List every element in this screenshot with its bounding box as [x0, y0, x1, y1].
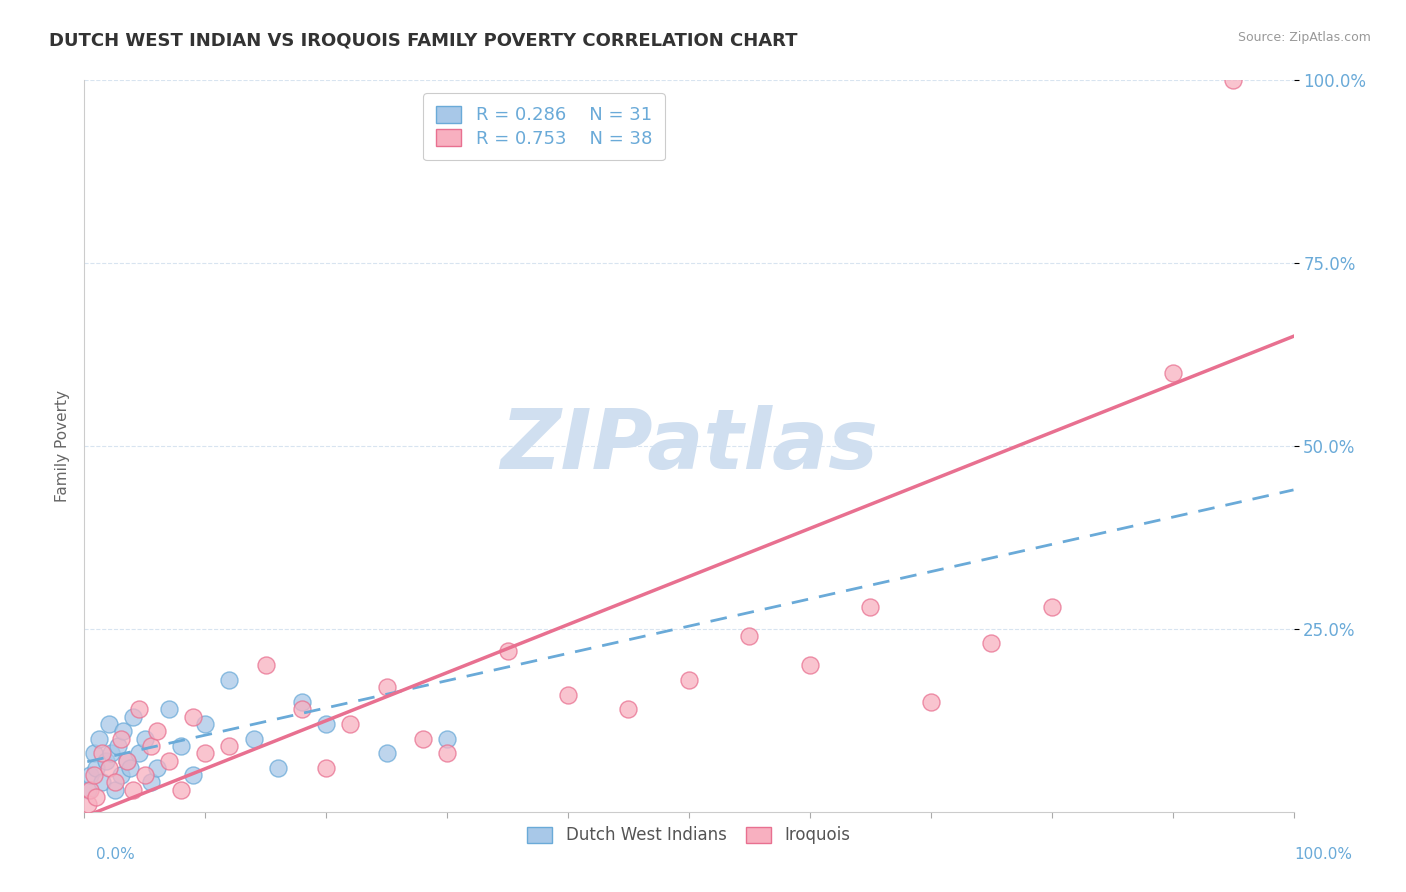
Point: [79, 768, 101, 782]
Point: [254, 658, 277, 673]
Point: [110, 731, 132, 746]
Point: [115, 754, 138, 768]
Point: [242, 731, 264, 746]
Point: [496, 644, 519, 658]
Point: [738, 629, 761, 643]
Y-axis label: Family Poverty: Family Poverty: [55, 390, 70, 502]
Text: Source: ZipAtlas.com: Source: ZipAtlas.com: [1237, 31, 1371, 45]
Point: [120, 761, 142, 775]
Point: [115, 754, 138, 768]
Point: [291, 695, 314, 709]
Point: [678, 673, 700, 687]
Point: [436, 731, 458, 746]
Point: [375, 746, 398, 760]
Point: [91, 746, 114, 760]
Point: [128, 746, 150, 760]
Point: [291, 702, 314, 716]
Point: [157, 702, 180, 716]
Point: [139, 775, 162, 789]
Point: [1040, 599, 1063, 614]
Point: [146, 724, 169, 739]
Point: [557, 688, 579, 702]
Point: [315, 761, 337, 775]
Point: [315, 717, 337, 731]
Point: [1222, 73, 1244, 87]
Point: [104, 782, 127, 797]
Point: [77, 782, 100, 797]
Point: [83, 746, 105, 760]
Point: [157, 754, 180, 768]
Point: [121, 782, 143, 797]
Point: [94, 754, 117, 768]
Point: [97, 761, 120, 775]
Point: [139, 739, 162, 753]
Point: [110, 768, 132, 782]
Point: [134, 731, 156, 746]
Point: [218, 739, 240, 753]
Point: [181, 709, 204, 723]
Point: [375, 681, 398, 695]
Point: [170, 739, 193, 753]
Point: [799, 658, 821, 673]
Text: 100.0%: 100.0%: [1295, 847, 1353, 862]
Point: [339, 717, 361, 731]
Point: [121, 709, 143, 723]
Point: [436, 746, 458, 760]
Point: [146, 761, 169, 775]
Point: [980, 636, 1002, 650]
Point: [97, 717, 120, 731]
Point: [617, 702, 640, 716]
Point: [181, 768, 204, 782]
Point: [859, 599, 882, 614]
Point: [267, 761, 290, 775]
Point: [170, 782, 193, 797]
Text: 0.0%: 0.0%: [96, 847, 135, 862]
Point: [86, 790, 108, 805]
Point: [100, 746, 122, 760]
Point: [194, 717, 217, 731]
Legend: Dutch West Indians, Iroquois: Dutch West Indians, Iroquois: [520, 820, 858, 851]
Point: [112, 724, 135, 739]
Point: [107, 739, 129, 753]
Point: [128, 702, 150, 716]
Point: [134, 768, 156, 782]
Point: [86, 761, 108, 775]
Point: [194, 746, 217, 760]
Point: [77, 797, 100, 812]
Text: ZIPatlas: ZIPatlas: [501, 406, 877, 486]
Point: [87, 731, 110, 746]
Point: [1161, 366, 1184, 380]
Point: [412, 731, 434, 746]
Point: [920, 695, 942, 709]
Point: [218, 673, 240, 687]
Point: [83, 768, 105, 782]
Text: DUTCH WEST INDIAN VS IROQUOIS FAMILY POVERTY CORRELATION CHART: DUTCH WEST INDIAN VS IROQUOIS FAMILY POV…: [49, 31, 797, 49]
Point: [79, 782, 101, 797]
Point: [104, 775, 127, 789]
Point: [91, 775, 114, 789]
